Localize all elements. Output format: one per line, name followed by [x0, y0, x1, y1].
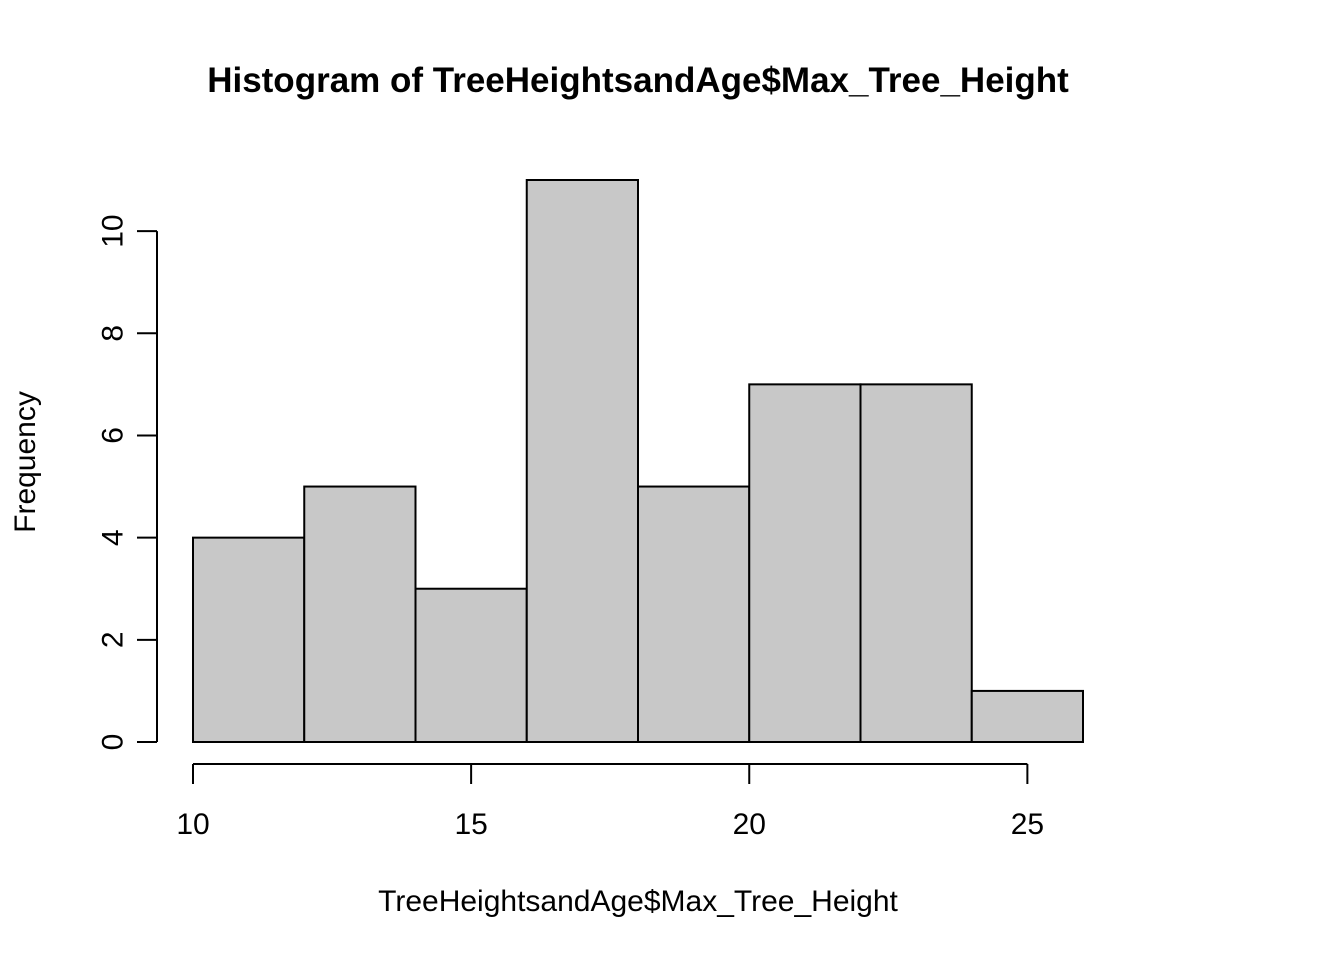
- y-ticks-group: 0 2 4 6 8 10: [97, 214, 157, 751]
- y-tick-label-4: 4: [97, 529, 130, 546]
- y-tick-label-10: 10: [97, 214, 130, 247]
- histogram-bar-24-26: [970, 689, 1084, 744]
- y-tick-label-8: 8: [97, 325, 130, 342]
- histogram-bar-12-14: [303, 485, 417, 743]
- x-axis: 10 15 20 25: [176, 763, 1044, 841]
- histogram-bar-10-12: [192, 536, 306, 743]
- x-tick-label-25: 25: [1011, 808, 1044, 841]
- histogram-bar-16-18: [525, 179, 639, 743]
- y-axis: 0 2 4 6 8 10: [97, 214, 158, 750]
- histogram-bar-20-22: [748, 383, 862, 743]
- histogram-bar-22-24: [859, 383, 973, 743]
- y-tick-label-2: 2: [97, 631, 130, 648]
- histogram-bar-14-16: [414, 587, 528, 744]
- chart-title: Histogram of TreeHeightsandAge$Max_Tree_…: [207, 61, 1069, 100]
- bars-group: [192, 179, 1084, 744]
- x-axis-label: TreeHeightsandAge$Max_Tree_Height: [378, 885, 898, 918]
- x-tick-label-20: 20: [733, 808, 766, 841]
- y-tick-label-0: 0: [97, 734, 130, 751]
- x-tick-label-10: 10: [176, 808, 209, 841]
- y-tick-label-6: 6: [97, 427, 130, 444]
- x-ticks-group: 10 15 20 25: [176, 764, 1044, 841]
- histogram-bar-18-20: [637, 485, 751, 743]
- y-axis-label: Frequency: [9, 391, 42, 533]
- x-tick-label-15: 15: [454, 808, 487, 841]
